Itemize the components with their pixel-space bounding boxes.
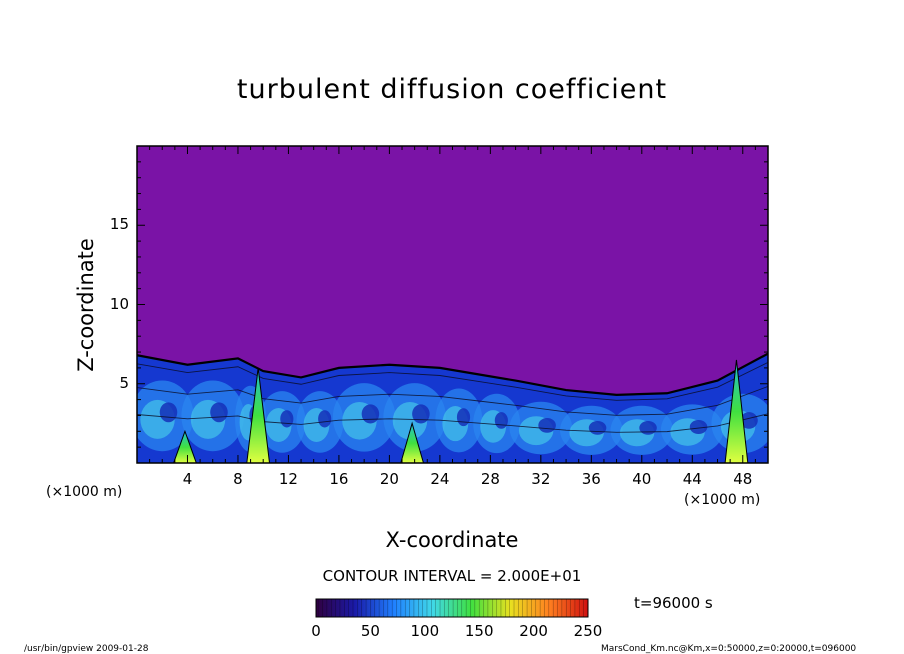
cell-eddy bbox=[159, 402, 178, 423]
colorbar-tick-label: 150 bbox=[464, 622, 494, 640]
cell-eddy bbox=[494, 412, 508, 429]
plume bbox=[246, 367, 271, 463]
x-tick-label: 16 bbox=[329, 470, 349, 488]
z-unit-label: (×1000 m) bbox=[46, 484, 123, 500]
chart-title: turbulent diffusion coefficient bbox=[236, 74, 668, 105]
colorbar-tick-label: 50 bbox=[360, 622, 380, 640]
cell-eddy bbox=[280, 410, 294, 428]
contour-line bbox=[137, 386, 768, 416]
cell-eddy bbox=[588, 420, 607, 435]
x-tick-label: 28 bbox=[480, 470, 500, 488]
x-tick-label: 48 bbox=[733, 470, 753, 488]
cell-eddy bbox=[318, 410, 332, 428]
x-tick-label: 36 bbox=[581, 470, 601, 488]
x-tick-label: 8 bbox=[233, 470, 243, 488]
y-axis-label: Z-coordinate bbox=[74, 238, 98, 372]
x-tick-label: 4 bbox=[182, 470, 193, 488]
cell-eddy bbox=[740, 412, 758, 429]
contour-interval-text: CONTOUR INTERVAL = 2.000E+01 bbox=[322, 567, 582, 585]
y-tick-label: 5 bbox=[119, 373, 129, 392]
plume bbox=[173, 429, 197, 463]
footer-right: MarsCond_Km.nc@Km,x=0:50000,z=0:20000,t=… bbox=[601, 644, 857, 654]
x-tick-label: 32 bbox=[531, 470, 551, 488]
plume bbox=[724, 359, 749, 463]
cell-eddy bbox=[639, 420, 657, 435]
x-unit-label: (×1000 m) bbox=[684, 492, 761, 508]
colorbar bbox=[315, 598, 589, 618]
cell-eddy bbox=[538, 418, 556, 433]
contour-line bbox=[137, 361, 768, 401]
colorbar-tick-label: 250 bbox=[573, 622, 603, 640]
cell-eddy bbox=[689, 419, 708, 435]
axis-ticks bbox=[137, 146, 768, 463]
x-axis-label: X-coordinate bbox=[385, 528, 519, 552]
colorbar-fill bbox=[316, 599, 588, 617]
y-tick-label: 15 bbox=[109, 215, 129, 234]
time-label: t=96000 s bbox=[634, 594, 713, 612]
y-tick-label: 10 bbox=[109, 294, 129, 313]
footer-left: /usr/bin/gpview 2009-01-28 bbox=[24, 644, 149, 654]
cell-eddy bbox=[210, 402, 228, 423]
x-tick-label: 12 bbox=[278, 470, 298, 488]
x-tick-label: 40 bbox=[632, 470, 652, 488]
plume bbox=[400, 421, 424, 463]
heatmap-field bbox=[137, 352, 768, 463]
cell-eddy bbox=[412, 404, 430, 424]
cell-eddy bbox=[456, 408, 471, 427]
cell-eddy bbox=[361, 404, 380, 424]
x-tick-label: 44 bbox=[682, 470, 702, 488]
colorbar-frame bbox=[315, 598, 589, 618]
contour-line bbox=[137, 413, 768, 433]
x-tick-label: 24 bbox=[430, 470, 450, 488]
colorbar-tick-label: 200 bbox=[519, 622, 548, 640]
colorbar-tick-label: 100 bbox=[410, 622, 440, 640]
x-tick-label: 20 bbox=[379, 470, 399, 488]
colorbar-tick-label: 0 bbox=[311, 622, 321, 640]
mixed-layer-top-contour bbox=[137, 352, 768, 396]
